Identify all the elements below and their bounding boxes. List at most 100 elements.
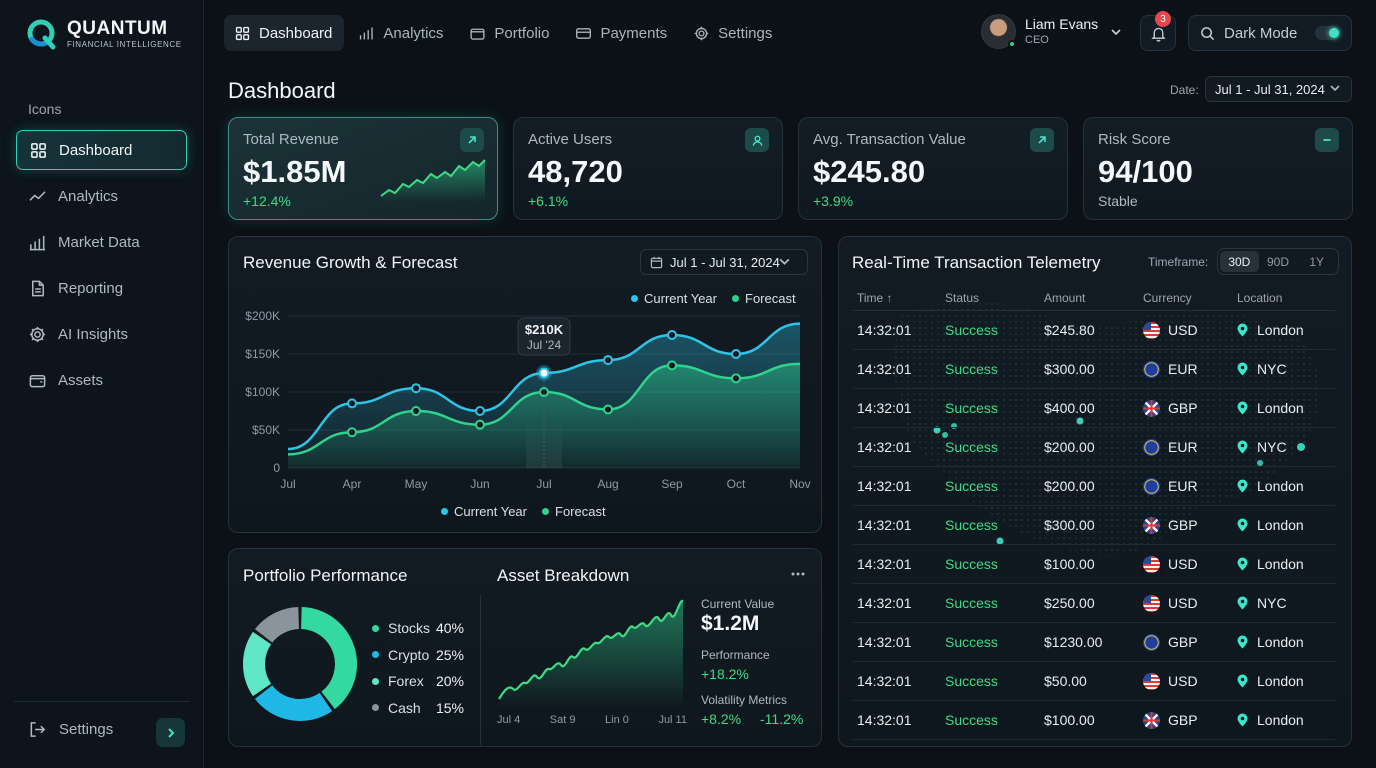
- user-name: Liam Evans: [1025, 16, 1099, 32]
- tooltip-box: [517, 317, 571, 356]
- legend-label: Crypto: [388, 646, 430, 663]
- legend-item-forecast[interactable]: Forecast: [542, 504, 606, 519]
- cell-location: London: [1237, 322, 1335, 338]
- table-row[interactable]: 14:32:01 Success $100.00 USD London: [853, 545, 1335, 584]
- legend-item-current-year[interactable]: Current Year: [441, 504, 527, 519]
- tab-portfolio[interactable]: Portfolio: [459, 15, 561, 51]
- brand-name: QUANTUM: [67, 18, 168, 39]
- map-pin-icon: [1237, 713, 1248, 727]
- kpi-value: $1.85M: [243, 154, 347, 189]
- date-range-value: Jul 1 - Jul 31, 2024: [1215, 81, 1325, 97]
- arrow-up-right-icon[interactable]: [1030, 128, 1054, 152]
- legend-item-cash: Cash 15%: [372, 695, 464, 722]
- table-row[interactable]: 14:32:01 Success $250.00 USD NYC: [853, 584, 1335, 623]
- arrow-up-right-icon[interactable]: [460, 128, 484, 152]
- sidebar-item-market-data[interactable]: Market Data: [16, 222, 187, 262]
- legend-label: Current Year: [644, 291, 717, 306]
- tab-analytics[interactable]: Analytics: [348, 15, 455, 51]
- sidebar-item-ai-insights[interactable]: AI Insights: [16, 314, 187, 354]
- tab-dashboard[interactable]: Dashboard: [224, 15, 345, 51]
- logo[interactable]: QUANTUM FINANCIAL INTELLIGENCE: [26, 18, 182, 50]
- donut-slice-crypto[interactable]: [254, 684, 333, 721]
- table-row[interactable]: 14:32:01 Success $100.00 GBP London: [853, 701, 1335, 740]
- dark-mode-toggle[interactable]: Dark Mode: [1188, 15, 1352, 51]
- donut-slice-stocks[interactable]: [300, 607, 357, 710]
- sidebar-collapse-button[interactable]: [156, 718, 185, 747]
- cell-status: Success: [945, 322, 998, 338]
- portfolio-donut-chart[interactable]: [242, 605, 358, 723]
- column-header-status[interactable]: Status: [945, 290, 980, 305]
- x-tick-label: Oct: [727, 477, 746, 491]
- column-header-time[interactable]: Time ↑: [857, 290, 893, 305]
- timeframe-1y[interactable]: 1Y: [1309, 254, 1325, 269]
- donut-slice-forex[interactable]: [243, 631, 272, 697]
- portfolio-legend: Stocks 40% Crypto 25% Forex 20% Cash 15%: [372, 615, 464, 721]
- cell-currency: GBP: [1143, 711, 1237, 729]
- tab-settings[interactable]: Settings: [683, 15, 784, 51]
- data-point: [667, 360, 677, 371]
- table-row[interactable]: 14:32:01 Success $200.00 EUR NYC: [853, 428, 1335, 467]
- legend-item-current-year[interactable]: Current Year: [631, 291, 717, 306]
- cell-currency: USD: [1143, 672, 1237, 690]
- sidebar-item-dashboard[interactable]: Dashboard: [16, 130, 187, 170]
- kpi-card-risk-score[interactable]: Risk Score 94/100 Stable: [1083, 117, 1353, 220]
- cell-currency: GBP: [1143, 516, 1237, 534]
- table-row[interactable]: 14:32:01 Success $1230.00 GBP London: [853, 623, 1335, 662]
- user-menu[interactable]: Liam Evans CEO: [981, 14, 1122, 49]
- column-header-currency[interactable]: Currency: [1143, 290, 1192, 305]
- tab-label: Settings: [718, 24, 773, 42]
- legend-label: Forex: [388, 673, 424, 690]
- table-row[interactable]: 14:32:01 Success $400.00 GBP London: [853, 389, 1335, 428]
- kpi-delta: +3.9%: [813, 193, 854, 209]
- legend-dot: [631, 295, 638, 302]
- table-row[interactable]: 14:32:01 Success $50.00 USD London: [853, 662, 1335, 701]
- table-row[interactable]: 14:32:01 Success $245.80 USD London: [853, 311, 1335, 350]
- tab-payments[interactable]: Payments: [565, 15, 679, 51]
- column-header-amount[interactable]: Amount: [1044, 290, 1086, 305]
- legend-item-stocks: Stocks 40%: [372, 615, 464, 642]
- timeframe-30d[interactable]: 30D: [1220, 251, 1259, 272]
- sidebar-item-analytics[interactable]: Analytics: [16, 176, 187, 216]
- sidebar-item-reporting[interactable]: Reporting: [16, 268, 187, 308]
- legend-item-forecast[interactable]: Forecast: [732, 291, 796, 306]
- tooltip-label: Jul '24: [527, 338, 562, 352]
- user-icon[interactable]: [745, 128, 769, 152]
- kpi-card-avg-transaction[interactable]: Avg. Transaction Value $245.80 +3.9%: [798, 117, 1068, 220]
- timeframe-90d[interactable]: 90D: [1267, 254, 1290, 269]
- cell-time: 14:32:01: [857, 712, 912, 728]
- kpi-label: Risk Score: [1098, 131, 1171, 148]
- legend-item-crypto: Crypto 25%: [372, 642, 464, 669]
- page-title: Dashboard: [228, 78, 336, 103]
- cell-amount: $50.00: [1044, 673, 1087, 689]
- telemetry-table: Time ↑ Status Amount Currency Location 1…: [853, 285, 1335, 740]
- revenue-date-select[interactable]: Jul 1 - Jul 31, 2024: [640, 249, 808, 275]
- toggle-switch[interactable]: [1315, 26, 1341, 40]
- cell-amount: $100.00: [1044, 556, 1095, 572]
- data-point: [731, 373, 741, 384]
- currency-code: EUR: [1168, 361, 1198, 377]
- asset-area-chart[interactable]: [495, 597, 691, 709]
- kpi-value: 94/100: [1098, 154, 1193, 189]
- sidebar-settings-link[interactable]: Settings: [28, 720, 113, 739]
- donut-slice-cash[interactable]: [254, 607, 300, 644]
- y-tick-label: $200K: [245, 309, 280, 323]
- sidebar-item-assets[interactable]: Assets: [16, 360, 187, 400]
- section-divider: [480, 595, 481, 745]
- notifications-button[interactable]: 3: [1140, 11, 1176, 51]
- minus-icon[interactable]: [1315, 128, 1339, 152]
- map-pin-icon: [1237, 440, 1248, 454]
- tab-label: Analytics: [383, 24, 444, 42]
- kpi-card-active-users[interactable]: Active Users 48,720 +6.1%: [513, 117, 783, 220]
- legend-pct: 15%: [435, 699, 464, 716]
- more-horizontal-icon[interactable]: [790, 569, 806, 579]
- kpi-card-total-revenue[interactable]: Total Revenue $1.85M +12.4%: [228, 117, 498, 220]
- column-header-location[interactable]: Location: [1237, 290, 1283, 305]
- table-row[interactable]: 14:32:01 Success $300.00 GBP London: [853, 506, 1335, 545]
- date-range-select[interactable]: Jul 1 - Jul 31, 2024: [1205, 76, 1352, 102]
- tab-label: Portfolio: [494, 24, 550, 42]
- table-row[interactable]: 14:32:01 Success $300.00 EUR NYC: [853, 350, 1335, 389]
- wallet-icon: [470, 28, 485, 40]
- currency-code: EUR: [1168, 478, 1198, 494]
- table-row[interactable]: 14:32:01 Success $200.00 EUR London: [853, 467, 1335, 506]
